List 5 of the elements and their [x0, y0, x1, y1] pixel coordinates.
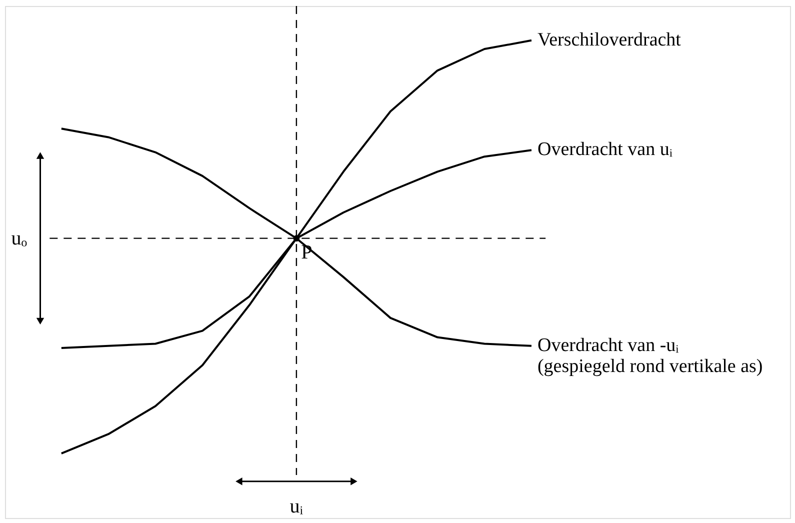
series-label: Verschiloverdracht: [537, 29, 682, 50]
text: uₒ: [11, 227, 28, 250]
series-label: Overdracht van uᵢ: [537, 139, 672, 160]
text: uᵢ: [290, 495, 304, 518]
series-label: Overdracht van -uᵢ (gespiegeld rond vertikale as): [537, 334, 763, 377]
